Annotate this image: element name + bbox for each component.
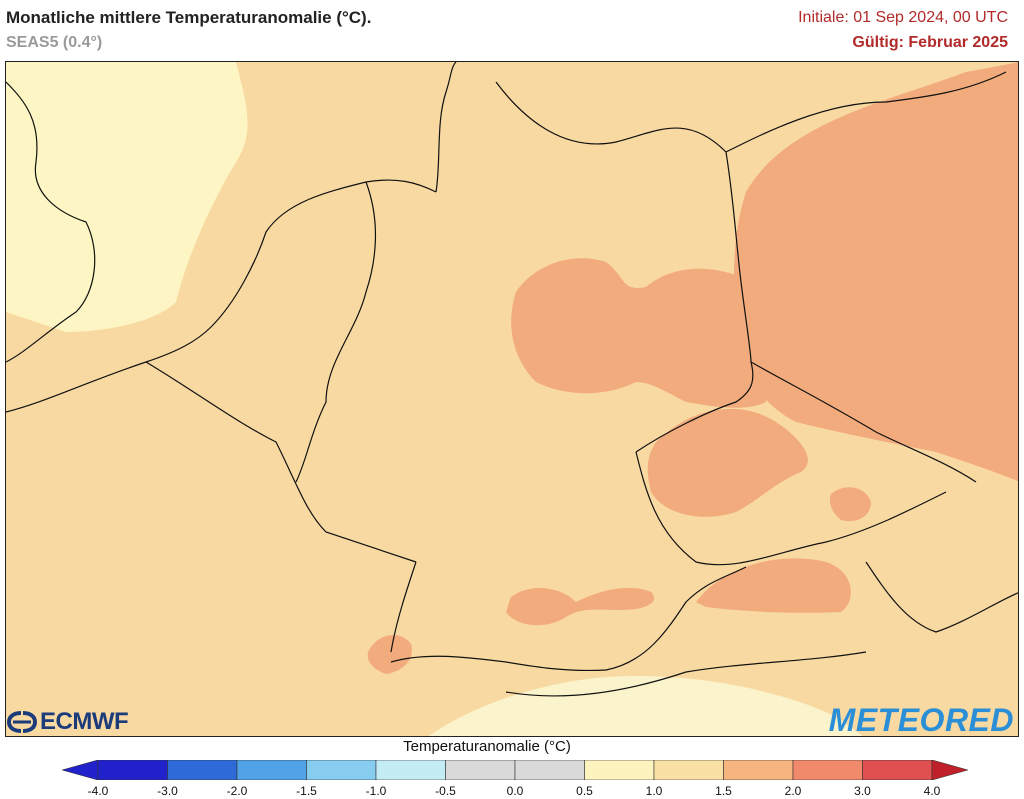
ecmwf-logo: ECMWF	[7, 708, 129, 736]
colorbar-tick-label: -1.5	[296, 784, 317, 798]
colorbar-tick-label: 0.5	[576, 784, 593, 798]
colorbar-segment	[653, 760, 724, 780]
ecmwf-logo-text: ECMWF	[40, 708, 129, 735]
valid-period: Gültig: Februar 2025	[852, 34, 1008, 51]
colorbar-segment	[236, 760, 307, 780]
colorbar	[62, 760, 968, 780]
colorbar-tick-label: 4.0	[923, 784, 941, 798]
colorbar-tick-label: 2.0	[784, 784, 802, 798]
legend-title: Temperaturanomalie (°C)	[403, 738, 571, 755]
colorbar-segment	[445, 760, 516, 780]
baltic-coast	[495, 71, 1007, 153]
map-canvas	[6, 62, 1018, 736]
colorbar-segment	[167, 760, 238, 780]
colorbar-segment	[584, 760, 655, 780]
colorbar-segment	[97, 760, 168, 780]
colorbar-arrow-high	[931, 760, 968, 780]
anomaly-zone-orange-bavaria	[506, 587, 655, 626]
border-fr-de-rhine	[390, 561, 417, 653]
anomaly-zone-pale-alps	[428, 676, 863, 736]
benelux-coast	[210, 179, 437, 328]
border-at-south	[505, 651, 867, 697]
colorbar-segment	[723, 760, 794, 780]
colorbar-tick-label: -2.0	[226, 784, 248, 798]
anomaly-map	[5, 61, 1019, 737]
colorbar-segment	[375, 760, 446, 780]
meteored-logo: METEORED	[828, 702, 1014, 738]
map-title: Monatliche mittlere Temperaturanomalie (…	[6, 8, 372, 27]
colorbar-tick-label: -0.5	[435, 784, 456, 798]
anomaly-zone-orange-danube	[696, 558, 851, 613]
border-de-at	[605, 566, 747, 671]
borders	[6, 62, 1018, 697]
colorbar-arrow-low	[62, 760, 99, 780]
colorbar-segment	[862, 760, 933, 780]
ecmwf-swirl-icon	[7, 711, 37, 733]
north-sea-germany-coast	[435, 62, 457, 193]
colorbar-segment	[514, 760, 585, 780]
border-fr-be-de	[145, 361, 417, 563]
border-de-pl	[725, 151, 752, 363]
border-cz-at-sk	[635, 451, 947, 566]
border-de-cz	[635, 361, 754, 453]
anomaly-zone-orange-east	[734, 62, 1018, 482]
border-de-ch	[390, 655, 607, 672]
model-label: SEAS5 (0.4°)	[6, 34, 103, 51]
french-channel-coast	[6, 326, 212, 413]
border-cz-pl	[750, 361, 977, 483]
anomaly-zone-orange-czech	[647, 408, 808, 517]
anomaly-zone-pale-northwest	[6, 62, 248, 332]
colorbar-tick-label: -4.0	[87, 784, 109, 798]
init-time: Initiale: 01 Sep 2024, 00 UTC	[798, 9, 1008, 26]
colorbar-tick-label: 1.5	[715, 784, 732, 798]
border-nl-de	[295, 181, 377, 483]
colorbar-tick-label: -3.0	[157, 784, 178, 798]
colorbar-tick-label: 0.0	[506, 784, 524, 798]
colorbar-segment	[792, 760, 863, 780]
anomaly-zone-orange-moravia	[829, 487, 871, 522]
border-sk-hu	[865, 561, 1018, 633]
anomaly-zone-orange-basel	[367, 634, 412, 674]
colorbar-labels: -4.0 -3.0 -2.0 -1.5 -1.0 -0.5 0.0 0.5 1.0 1.5 2.0 3…	[0, 784, 1024, 798]
colorbar-tick-label: -1.0	[365, 784, 387, 798]
uk-coastline	[6, 81, 96, 363]
anomaly-zone-orange-central	[511, 258, 770, 408]
colorbar-segment	[306, 760, 377, 780]
colorbar-tick-label: 1.0	[645, 784, 663, 798]
colorbar-tick-label: 3.0	[854, 784, 871, 798]
